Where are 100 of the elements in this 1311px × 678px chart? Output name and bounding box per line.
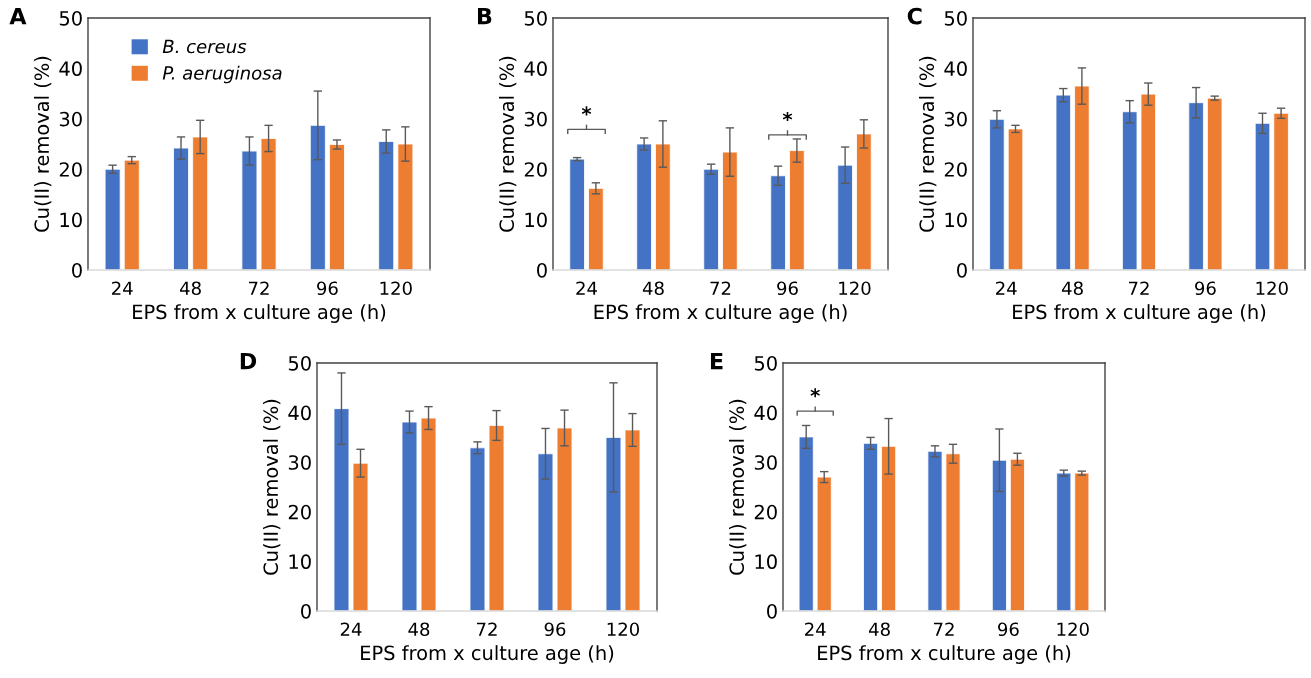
bar (309, 124, 326, 270)
y-tick-label: 40 (288, 405, 311, 421)
y-tick-label: 10 (755, 554, 777, 570)
y-tick-label: 0 (301, 603, 311, 619)
annotation: * (581, 106, 592, 116)
bar (1140, 93, 1157, 270)
chart-title: D (240, 352, 257, 370)
legend-label: P. aeruginosa (162, 65, 282, 84)
y-tick-label: 30 (59, 111, 82, 127)
x-tick-label: 96 (317, 281, 338, 296)
x-tick-label: 96 (544, 622, 566, 637)
chart-title: A (9, 7, 27, 25)
x-tick-label: 72 (1128, 281, 1149, 295)
bar (655, 143, 671, 270)
y-tick-label: 40 (59, 61, 82, 77)
y-tick-label: 20 (524, 162, 547, 177)
x-tick-label: 120 (839, 281, 871, 296)
y-axis-title: Cu(II) removal (%) (919, 56, 937, 232)
x-tick-label: 48 (642, 281, 664, 296)
bar (1055, 94, 1072, 270)
bar (991, 459, 1007, 611)
y-tick-label: 20 (944, 162, 967, 177)
bar (624, 429, 641, 611)
chart-title: C (907, 7, 922, 25)
bar (881, 445, 897, 611)
y-tick-label: 50 (524, 10, 547, 26)
bar (1188, 102, 1204, 270)
y-tick-label: 20 (59, 162, 82, 177)
bar (1273, 112, 1289, 270)
x-axis-title: EPS from x culture age (h) (594, 304, 847, 323)
x-tick-label: 24 (112, 281, 133, 295)
bar (722, 151, 738, 270)
bar (1056, 472, 1072, 611)
x-tick-label: 96 (1195, 281, 1216, 296)
x-axis-title: EPS from x culture age (h) (361, 645, 614, 664)
bar (856, 133, 872, 270)
bar (816, 476, 832, 611)
x-tick-label: 24 (340, 622, 362, 636)
bar (192, 136, 209, 270)
bar (378, 141, 395, 270)
bar (789, 150, 805, 270)
y-tick-label: 30 (944, 111, 967, 127)
y-axis-title: Cu(II) removal (%) (729, 399, 747, 575)
y-tick-label: 30 (288, 455, 311, 470)
bar (469, 447, 486, 611)
bar (123, 159, 140, 270)
bar (104, 168, 121, 270)
x-tick-label: 120 (607, 622, 640, 637)
x-tick-label: 48 (1062, 281, 1083, 296)
x-tick-label: 96 (777, 281, 798, 296)
chart-title: B (477, 7, 492, 25)
x-tick-label: 72 (933, 622, 954, 636)
bar (798, 436, 814, 611)
x-tick-label: 72 (476, 622, 497, 636)
bar (1206, 97, 1223, 270)
y-tick-label: 40 (524, 61, 547, 77)
bar (945, 453, 961, 611)
y-tick-label: 40 (944, 61, 967, 77)
bar (173, 147, 189, 270)
bar (863, 442, 879, 611)
y-tick-label: 20 (754, 504, 777, 520)
x-tick-label: 24 (996, 281, 1017, 295)
y-tick-label: 50 (754, 355, 777, 371)
annotation: * (782, 111, 793, 121)
y-axis-title: Cu(II) removal (%) (34, 56, 52, 232)
x-tick-label: 48 (180, 281, 201, 296)
y-tick-label: 50 (59, 10, 82, 26)
x-axis-title: EPS from x culture age (h) (818, 645, 1071, 664)
y-axis-title: Cu(II) removal (%) (499, 56, 517, 232)
bar (333, 408, 350, 611)
x-tick-label: 24 (805, 622, 826, 636)
x-tick-label: 120 (1256, 281, 1288, 296)
bar (837, 164, 853, 270)
x-tick-label: 120 (380, 281, 412, 296)
bar (488, 425, 505, 611)
y-tick-label: 40 (754, 405, 777, 421)
bar (397, 143, 414, 270)
x-tick-label: 72 (710, 281, 731, 295)
bar (989, 118, 1005, 270)
x-tick-label: 48 (869, 622, 890, 637)
bar (1074, 85, 1090, 270)
y-axis-title: Cu(II) removal (%) (263, 399, 281, 575)
y-tick-label: 10 (289, 554, 311, 570)
bar (569, 158, 585, 270)
bar (401, 421, 418, 611)
x-tick-label: 96 (998, 622, 1019, 637)
x-tick-label: 120 (1057, 622, 1089, 637)
chart-title: E (710, 352, 723, 370)
bar (1074, 472, 1090, 611)
bar (770, 175, 786, 270)
y-tick-label: 50 (288, 355, 311, 371)
bar (1009, 458, 1025, 611)
bar (329, 144, 345, 270)
y-tick-label: 50 (944, 10, 967, 26)
bar (420, 417, 437, 611)
bar (1121, 111, 1138, 270)
bar (1007, 128, 1024, 270)
y-tick-label: 30 (524, 111, 547, 127)
x-tick-label: 72 (248, 281, 269, 295)
y-tick-label: 0 (767, 603, 777, 619)
